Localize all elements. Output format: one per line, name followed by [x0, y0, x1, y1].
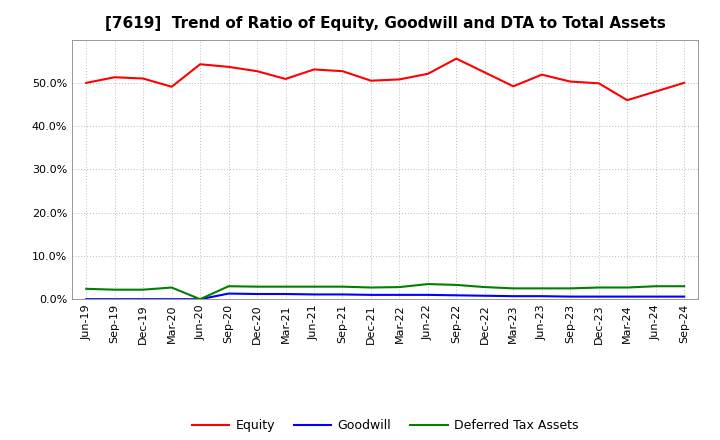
Goodwill: [595, 294, 603, 299]
Deferred Tax Assets: [395, 284, 404, 290]
Equity: [110, 75, 119, 80]
Deferred Tax Assets: [253, 284, 261, 289]
Deferred Tax Assets: [652, 284, 660, 289]
Goodwill: [225, 291, 233, 296]
Title: [7619]  Trend of Ratio of Equity, Goodwill and DTA to Total Assets: [7619] Trend of Ratio of Equity, Goodwil…: [105, 16, 665, 32]
Equity: [282, 76, 290, 81]
Deferred Tax Assets: [139, 287, 148, 292]
Legend: Equity, Goodwill, Deferred Tax Assets: Equity, Goodwill, Deferred Tax Assets: [187, 414, 583, 437]
Equity: [366, 78, 375, 83]
Equity: [423, 71, 432, 77]
Line: Deferred Tax Assets: Deferred Tax Assets: [86, 284, 684, 299]
Line: Equity: Equity: [86, 59, 684, 100]
Deferred Tax Assets: [366, 285, 375, 290]
Goodwill: [623, 294, 631, 299]
Equity: [452, 56, 461, 61]
Deferred Tax Assets: [110, 287, 119, 292]
Equity: [623, 98, 631, 103]
Goodwill: [480, 293, 489, 298]
Equity: [310, 67, 318, 72]
Goodwill: [110, 297, 119, 302]
Goodwill: [196, 297, 204, 302]
Deferred Tax Assets: [282, 284, 290, 289]
Deferred Tax Assets: [480, 284, 489, 290]
Goodwill: [680, 294, 688, 299]
Deferred Tax Assets: [310, 284, 318, 289]
Equity: [196, 62, 204, 67]
Goodwill: [82, 297, 91, 302]
Deferred Tax Assets: [452, 282, 461, 288]
Deferred Tax Assets: [82, 286, 91, 291]
Equity: [139, 76, 148, 81]
Goodwill: [139, 297, 148, 302]
Equity: [566, 79, 575, 84]
Goodwill: [282, 291, 290, 297]
Line: Goodwill: Goodwill: [86, 293, 684, 299]
Equity: [225, 64, 233, 70]
Deferred Tax Assets: [566, 286, 575, 291]
Goodwill: [253, 291, 261, 297]
Deferred Tax Assets: [423, 282, 432, 287]
Deferred Tax Assets: [509, 286, 518, 291]
Goodwill: [537, 293, 546, 299]
Goodwill: [338, 292, 347, 297]
Equity: [167, 84, 176, 89]
Deferred Tax Assets: [338, 284, 347, 289]
Equity: [82, 80, 91, 85]
Deferred Tax Assets: [680, 284, 688, 289]
Goodwill: [423, 292, 432, 297]
Deferred Tax Assets: [196, 297, 204, 302]
Deferred Tax Assets: [595, 285, 603, 290]
Equity: [509, 84, 518, 89]
Goodwill: [509, 293, 518, 299]
Equity: [595, 81, 603, 86]
Deferred Tax Assets: [537, 286, 546, 291]
Deferred Tax Assets: [623, 285, 631, 290]
Deferred Tax Assets: [167, 285, 176, 290]
Equity: [652, 89, 660, 94]
Goodwill: [566, 294, 575, 299]
Goodwill: [366, 292, 375, 297]
Goodwill: [167, 297, 176, 302]
Goodwill: [310, 292, 318, 297]
Goodwill: [452, 293, 461, 298]
Deferred Tax Assets: [225, 284, 233, 289]
Equity: [537, 72, 546, 77]
Equity: [480, 70, 489, 75]
Equity: [680, 80, 688, 85]
Equity: [395, 77, 404, 82]
Goodwill: [652, 294, 660, 299]
Equity: [338, 69, 347, 74]
Goodwill: [395, 292, 404, 297]
Equity: [253, 69, 261, 74]
